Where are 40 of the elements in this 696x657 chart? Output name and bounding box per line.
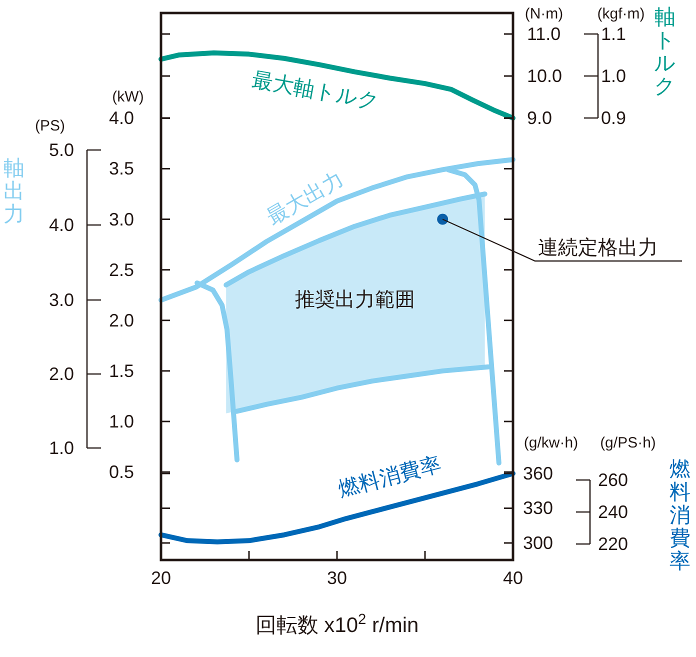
text: (kW) xyxy=(112,88,144,106)
text: (g/PS·h) xyxy=(600,434,656,452)
text: (N·m) xyxy=(524,6,564,22)
y-tick-label: 0.5 xyxy=(108,462,134,482)
y2label: 軸トルク xyxy=(654,6,676,98)
text: 240 xyxy=(598,502,628,522)
text: 3.0 xyxy=(48,290,74,310)
y-tick-label: 3.0 xyxy=(108,209,134,230)
text: (g/kw·h) xyxy=(524,434,578,452)
text: 260 xyxy=(598,470,628,490)
text: 4.0 xyxy=(48,215,74,235)
x-axis-title: 回転数 x10$^{2}$ r/min xyxy=(255,612,419,637)
text: 0.9 xyxy=(601,108,626,128)
ylabel: 軸出力 xyxy=(4,157,24,226)
y-tick-label: 1.5 xyxy=(108,360,134,381)
text: 2.0 xyxy=(48,364,74,384)
text: 5.0 xyxy=(48,140,74,160)
text: (PS) xyxy=(35,118,66,134)
annotation: 推奨出力範囲 xyxy=(295,289,415,311)
y3label: 燃料消費率 xyxy=(670,458,690,573)
text: 1.0 xyxy=(601,66,626,86)
x-tick-label: 40 xyxy=(502,568,524,588)
y3-tick-label: 360 xyxy=(523,463,554,484)
annotation: 連続定格出力 xyxy=(538,237,658,259)
x-tick-label: 20 xyxy=(150,568,172,588)
y-tick-label: 1.0 xyxy=(108,411,134,432)
text: 1.0 xyxy=(48,438,74,458)
y3-tick-label: 300 xyxy=(523,532,554,553)
text: (kgf·m) xyxy=(597,6,645,22)
y-tick-label: 2.0 xyxy=(108,310,134,330)
y-tick-label: 2.5 xyxy=(108,260,134,280)
y2-tick-label: 10.0 xyxy=(527,66,562,86)
x-tick-label: 30 xyxy=(326,568,348,588)
y2-tick-label: 11.0 xyxy=(527,24,561,44)
y3-tick-label: 330 xyxy=(523,498,554,518)
y-tick-label: 4.0 xyxy=(108,108,134,128)
text: 220 xyxy=(598,534,628,554)
text: 1.1 xyxy=(601,24,626,44)
y-tick-label: 3.5 xyxy=(108,158,134,179)
y2-tick-label: 9.0 xyxy=(527,108,552,128)
